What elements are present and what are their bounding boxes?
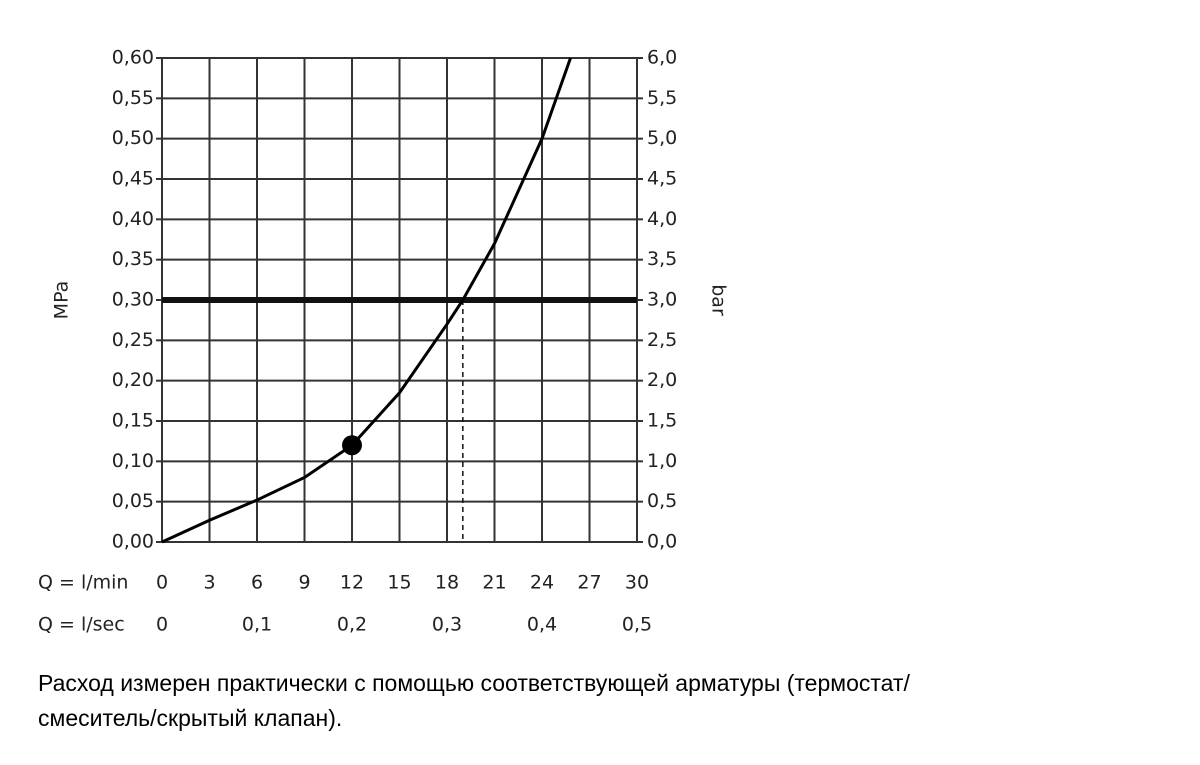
y2-tick-label: 1,0 xyxy=(647,450,677,472)
x-tick-label: 30 xyxy=(625,572,649,594)
y2-tick-label: 3,5 xyxy=(647,248,677,270)
y2-tick-label: 2,0 xyxy=(647,369,677,391)
y2-tick-label: 6,0 xyxy=(647,47,677,69)
y-tick-label: 0,55 xyxy=(112,87,154,109)
y-axis-label: MPa xyxy=(51,281,73,320)
x-tick-label: 21 xyxy=(482,572,506,594)
y-tick-label: 0,00 xyxy=(112,531,154,553)
x-tick-label: 12 xyxy=(340,572,364,594)
y-tick-label: 0,50 xyxy=(112,127,154,149)
x2-tick-label: 0,4 xyxy=(527,614,557,636)
y-tick-label: 0,25 xyxy=(112,329,154,351)
y2-tick-label: 5,5 xyxy=(647,87,677,109)
y-tick-label: 0,15 xyxy=(112,410,154,432)
y2-tick-label: 1,5 xyxy=(647,410,677,432)
y-tick-label: 0,10 xyxy=(112,450,154,472)
y-tick-label: 0,05 xyxy=(112,490,154,512)
y2-tick-label: 2,5 xyxy=(647,329,677,351)
y2-tick-label: 4,5 xyxy=(647,168,677,190)
y-tick-label: 0,40 xyxy=(112,208,154,230)
y-tick-label: 0,35 xyxy=(112,248,154,270)
x2-tick-label: 0,2 xyxy=(337,614,367,636)
y-tick-label: 0,60 xyxy=(112,47,154,69)
x-tick-label: 24 xyxy=(530,572,554,594)
x-tick-label: 9 xyxy=(298,572,310,594)
y2-tick-label: 4,0 xyxy=(647,208,677,230)
x-tick-label: 27 xyxy=(577,572,601,594)
caption: Расход измерен практически с помощью соо… xyxy=(38,670,910,696)
x-tick-label: 6 xyxy=(251,572,263,594)
x2-tick-label: 0,1 xyxy=(242,614,272,636)
marker xyxy=(342,435,362,456)
caption: смеситель/скрытый клапан). xyxy=(38,705,342,731)
y-tick-label: 0,30 xyxy=(112,289,154,311)
x2-tick-label: 0 xyxy=(156,614,168,636)
x-tick-label: 0 xyxy=(156,572,168,594)
y2-tick-label: 0,5 xyxy=(647,490,677,512)
x-axis-label: Q = l/min xyxy=(38,572,128,594)
y2-tick-label: 0,0 xyxy=(647,531,677,553)
y-tick-label: 0,20 xyxy=(112,369,154,391)
y2-axis-label: bar xyxy=(708,284,730,316)
y2-tick-label: 5,0 xyxy=(647,127,677,149)
x2-tick-label: 0,3 xyxy=(432,614,462,636)
x2-tick-label: 0,5 xyxy=(622,614,652,636)
y2-tick-label: 3,0 xyxy=(647,289,677,311)
x-tick-label: 15 xyxy=(387,572,411,594)
x-tick-label: 18 xyxy=(435,572,459,594)
curve xyxy=(161,57,572,544)
x-tick-label: 3 xyxy=(203,572,215,594)
y-tick-label: 0,45 xyxy=(112,168,154,190)
x2-axis-label: Q = l/sec xyxy=(38,614,125,636)
